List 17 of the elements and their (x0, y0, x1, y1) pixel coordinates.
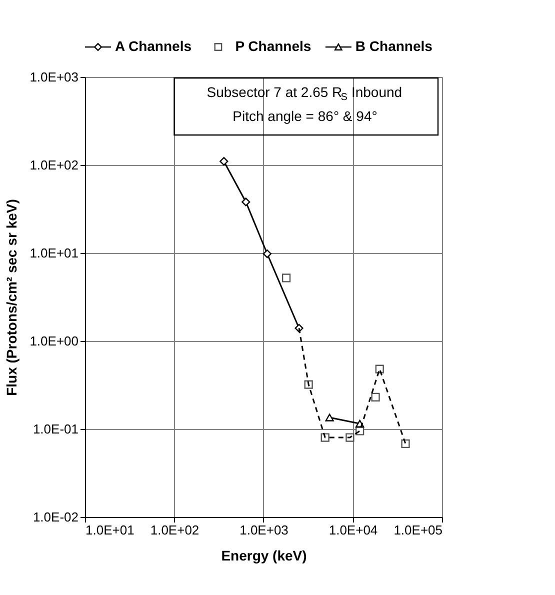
x-tick-label: 1.0E+03 (240, 522, 288, 538)
x-tick-label: 1.0E+05 (394, 522, 442, 538)
y-axis-title: Flux (Protons/cm² sec sr keV) (4, 199, 20, 396)
x-tick-label: 1.0E+02 (150, 522, 200, 538)
legend-label: B Channels (355, 38, 433, 54)
y-tick-label: 1.0E+03 (30, 70, 78, 84)
y-tick-label: 1.0E+01 (30, 246, 78, 260)
y-tick-label: 1.0E+02 (30, 158, 78, 172)
x-axis-title: Energy (keV) (221, 548, 307, 564)
y-tick-label: 1.0E-01 (32, 422, 78, 436)
annotation: Pitch angle = 86° & 94° (232, 108, 378, 124)
x-tick-label: 1.0E+01 (86, 522, 134, 538)
y-tick-label: 1.0E+00 (30, 334, 78, 348)
x-tick-label: 1.0E+04 (328, 522, 378, 538)
y-tick-label: 1.0E-02 (32, 510, 78, 524)
legend-label: A Channels (115, 38, 192, 54)
legend-label: P Channels (235, 38, 312, 54)
